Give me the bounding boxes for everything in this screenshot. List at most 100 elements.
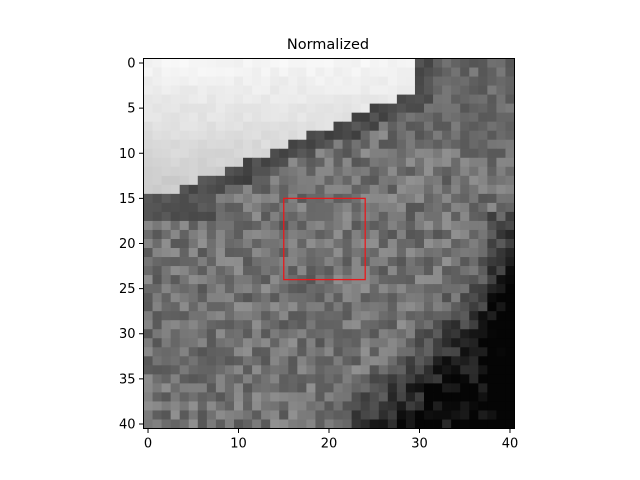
heatmap-cell — [152, 103, 162, 114]
heatmap-cell — [487, 392, 497, 402]
heatmap-cell — [424, 76, 434, 86]
heatmap-cell — [233, 248, 244, 258]
heatmap-cell — [369, 130, 380, 141]
heatmap-cell — [451, 166, 461, 177]
heatmap-cell — [487, 238, 497, 249]
heatmap-cell — [442, 157, 452, 168]
heatmap-cell — [342, 329, 353, 339]
heatmap-cell — [342, 220, 353, 231]
heatmap-cell — [243, 85, 253, 95]
heatmap-cell — [478, 338, 488, 348]
heatmap-cell — [215, 410, 226, 420]
heatmap-cell — [179, 275, 190, 285]
heatmap-cell — [433, 139, 443, 150]
heatmap-cell — [433, 121, 443, 132]
heatmap-cell — [288, 320, 298, 330]
heatmap-cell — [197, 85, 208, 95]
heatmap-cell — [252, 374, 262, 384]
heatmap-cell — [315, 365, 325, 375]
heatmap-cell — [261, 202, 271, 213]
heatmap-cell — [451, 94, 461, 105]
heatmap-cell — [179, 347, 190, 357]
heatmap-cell — [288, 112, 298, 123]
heatmap-cell — [414, 401, 425, 411]
heatmap-cell — [188, 103, 199, 114]
heatmap-cell — [152, 347, 162, 357]
heatmap-cell — [360, 356, 371, 366]
heatmap-cell — [143, 94, 153, 105]
heatmap-cell — [161, 392, 172, 402]
heatmap-cell — [206, 419, 217, 429]
x-tick-label: 20 — [321, 437, 338, 452]
heatmap-cell — [378, 58, 389, 68]
heatmap-cell — [433, 275, 443, 285]
heatmap-cell — [243, 374, 253, 384]
heatmap-cell — [442, 284, 452, 294]
heatmap-cell — [505, 338, 515, 348]
heatmap-cell — [469, 338, 479, 348]
heatmap-cell — [288, 347, 298, 357]
heatmap-cell — [433, 383, 443, 393]
heatmap-cell — [306, 211, 316, 222]
heatmap-cell — [261, 374, 271, 384]
heatmap-cell — [270, 347, 280, 357]
heatmap-cell — [161, 293, 172, 303]
heatmap-cell — [324, 401, 334, 411]
heatmap-cell — [496, 157, 506, 168]
heatmap-cell — [243, 112, 253, 123]
heatmap-cell — [469, 347, 479, 357]
heatmap-cell — [252, 238, 262, 249]
heatmap-cell — [233, 229, 244, 240]
heatmap-cell — [170, 275, 181, 285]
heatmap-cell — [224, 112, 235, 123]
heatmap-cell — [197, 94, 208, 105]
heatmap-cell — [333, 383, 343, 393]
heatmap-cell — [342, 248, 353, 258]
heatmap-cell — [233, 347, 244, 357]
heatmap-cell — [460, 374, 470, 384]
heatmap-cell — [188, 248, 199, 258]
heatmap-cell — [306, 166, 316, 177]
heatmap-cell — [351, 419, 362, 429]
heatmap-cell — [333, 238, 343, 249]
heatmap-cell — [179, 148, 190, 159]
heatmap-cell — [324, 356, 334, 366]
heatmap-cell — [414, 58, 425, 68]
heatmap-cell — [179, 121, 190, 132]
heatmap-cell — [414, 220, 425, 231]
heatmap-cell — [152, 112, 162, 123]
heatmap-cell — [351, 266, 362, 276]
heatmap-cell — [224, 103, 235, 114]
heatmap-cell — [396, 248, 407, 258]
heatmap-cell — [414, 229, 425, 240]
heatmap-cell — [288, 139, 298, 150]
heatmap-cell — [306, 112, 316, 123]
heatmap-cell — [478, 392, 488, 402]
heatmap-cell — [451, 229, 461, 240]
heatmap-cell — [478, 365, 488, 375]
heatmap-cell — [261, 347, 271, 357]
heatmap-cell — [161, 311, 172, 321]
heatmap-cell — [333, 103, 343, 114]
heatmap-cell — [233, 220, 244, 231]
heatmap-cell — [206, 85, 217, 95]
heatmap-cell — [143, 166, 153, 177]
heatmap-cell — [188, 356, 199, 366]
heatmap-cell — [215, 220, 226, 231]
heatmap-cell — [243, 130, 253, 141]
heatmap-cell — [487, 112, 497, 123]
heatmap-cell — [396, 67, 407, 77]
heatmap-cell — [496, 112, 506, 123]
heatmap-cell — [496, 257, 506, 267]
heatmap-cell — [224, 229, 235, 240]
heatmap-cell — [152, 311, 162, 321]
heatmap-cell — [179, 383, 190, 393]
heatmap-cell — [288, 184, 298, 195]
heatmap-cell — [224, 401, 235, 411]
heatmap-cell — [469, 329, 479, 339]
heatmap-cell — [405, 392, 416, 402]
heatmap-cell — [252, 284, 262, 294]
heatmap-cell — [460, 275, 470, 285]
heatmap-cell — [306, 410, 316, 420]
heatmap-cell — [215, 329, 226, 339]
